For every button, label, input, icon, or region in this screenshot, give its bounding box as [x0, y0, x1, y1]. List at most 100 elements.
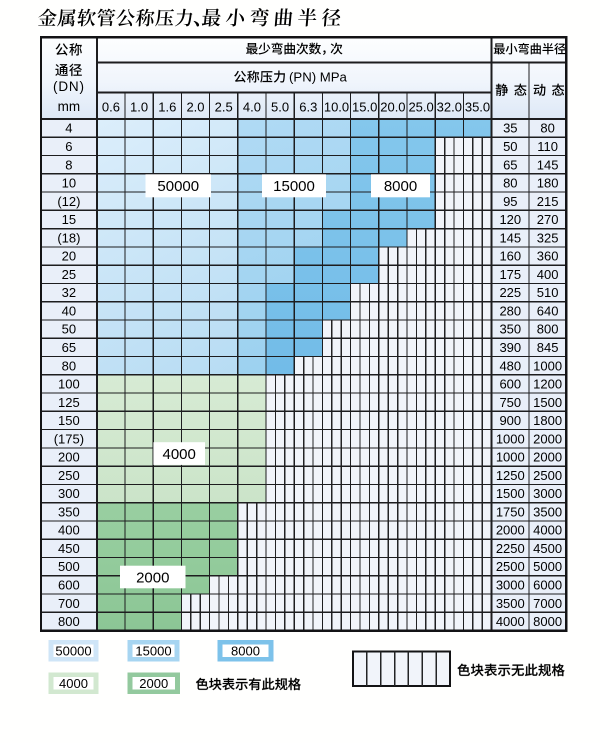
- svg-text:225: 225: [499, 285, 521, 300]
- svg-text:8000: 8000: [231, 643, 260, 658]
- svg-text:2500: 2500: [533, 468, 562, 483]
- svg-text:3000: 3000: [533, 486, 562, 501]
- svg-text:7000: 7000: [533, 596, 562, 611]
- svg-text:15000: 15000: [273, 178, 315, 195]
- svg-text:2000: 2000: [496, 523, 525, 538]
- svg-text:325: 325: [537, 230, 559, 245]
- svg-text:125: 125: [58, 395, 80, 410]
- svg-text:175: 175: [499, 267, 521, 282]
- svg-text:600: 600: [58, 578, 80, 593]
- svg-text:25: 25: [62, 267, 76, 282]
- svg-text:6: 6: [65, 139, 72, 154]
- svg-text:1000: 1000: [496, 450, 525, 465]
- svg-text:mm: mm: [58, 99, 81, 114]
- svg-text:32: 32: [62, 285, 76, 300]
- svg-text:4000: 4000: [533, 523, 562, 538]
- svg-text:600: 600: [499, 377, 521, 392]
- svg-text:800: 800: [537, 322, 559, 337]
- svg-text:640: 640: [537, 304, 559, 319]
- svg-text:390: 390: [499, 340, 521, 355]
- svg-text:10.0: 10.0: [324, 99, 349, 114]
- svg-text:65: 65: [62, 340, 76, 355]
- svg-text:65: 65: [503, 157, 517, 172]
- svg-text:3500: 3500: [496, 596, 525, 611]
- svg-text:270: 270: [537, 212, 559, 227]
- svg-text:(DN): (DN): [53, 79, 85, 94]
- svg-text:800: 800: [58, 614, 80, 629]
- svg-text:50000: 50000: [157, 178, 199, 195]
- svg-text:1000: 1000: [533, 358, 562, 373]
- svg-text:150: 150: [58, 413, 80, 428]
- svg-text:8: 8: [65, 157, 72, 172]
- svg-text:145: 145: [499, 230, 521, 245]
- svg-text:250: 250: [58, 468, 80, 483]
- svg-text:2250: 2250: [496, 541, 525, 556]
- svg-text:200: 200: [58, 450, 80, 465]
- svg-text:0.6: 0.6: [102, 99, 120, 114]
- svg-text:160: 160: [499, 249, 521, 264]
- svg-text:15000: 15000: [135, 643, 171, 658]
- svg-text:35.0: 35.0: [465, 99, 490, 114]
- svg-text:8000: 8000: [533, 614, 562, 629]
- svg-text:215: 215: [537, 194, 559, 209]
- svg-text:180: 180: [537, 176, 559, 191]
- svg-text:100: 100: [58, 377, 80, 392]
- svg-text:(PN) MPa: (PN) MPa: [289, 70, 348, 85]
- svg-text:845: 845: [537, 340, 559, 355]
- svg-text:2.0: 2.0: [186, 99, 204, 114]
- svg-text:450: 450: [58, 541, 80, 556]
- svg-text:400: 400: [58, 523, 80, 538]
- svg-text:4000: 4000: [163, 446, 196, 463]
- svg-text:4: 4: [65, 121, 72, 136]
- svg-text:300: 300: [58, 486, 80, 501]
- svg-text:2000: 2000: [136, 569, 169, 586]
- svg-text:(12): (12): [57, 194, 80, 209]
- svg-text:3500: 3500: [533, 504, 562, 519]
- svg-text:1500: 1500: [533, 395, 562, 410]
- svg-text:1200: 1200: [533, 377, 562, 392]
- svg-text:25.0: 25.0: [408, 99, 433, 114]
- svg-text:80: 80: [503, 176, 517, 191]
- svg-text:4.0: 4.0: [243, 99, 261, 114]
- svg-text:400: 400: [537, 267, 559, 282]
- svg-text:145: 145: [537, 157, 559, 172]
- svg-text:40: 40: [62, 304, 76, 319]
- svg-text:50: 50: [62, 322, 76, 337]
- svg-text:20: 20: [62, 249, 76, 264]
- svg-text:15.0: 15.0: [352, 99, 377, 114]
- svg-text:4000: 4000: [59, 676, 88, 691]
- svg-text:350: 350: [58, 504, 80, 519]
- svg-text:110: 110: [537, 139, 558, 154]
- svg-text:10: 10: [62, 176, 76, 191]
- svg-text:1800: 1800: [533, 413, 562, 428]
- svg-text:2500: 2500: [496, 559, 525, 574]
- svg-text:500: 500: [58, 559, 80, 574]
- svg-text:120: 120: [499, 212, 521, 227]
- svg-text:900: 900: [499, 413, 521, 428]
- svg-text:4000: 4000: [496, 614, 525, 629]
- svg-text:3000: 3000: [496, 578, 525, 593]
- svg-text:50000: 50000: [55, 643, 91, 658]
- svg-text:2000: 2000: [139, 676, 168, 691]
- svg-text:50: 50: [503, 139, 517, 154]
- svg-text:6.3: 6.3: [299, 99, 317, 114]
- svg-text:(18): (18): [57, 230, 80, 245]
- svg-text:1500: 1500: [496, 486, 525, 501]
- svg-text:(175): (175): [54, 431, 84, 446]
- svg-text:95: 95: [503, 194, 517, 209]
- svg-text:2000: 2000: [533, 431, 562, 446]
- svg-text:350: 350: [499, 322, 521, 337]
- svg-text:80: 80: [62, 358, 76, 373]
- svg-text:35: 35: [503, 121, 517, 136]
- svg-text:5000: 5000: [533, 559, 562, 574]
- svg-text:5.0: 5.0: [271, 99, 289, 114]
- svg-text:1.6: 1.6: [158, 99, 176, 114]
- svg-text:2000: 2000: [533, 450, 562, 465]
- svg-text:1750: 1750: [496, 504, 525, 519]
- svg-text:1250: 1250: [496, 468, 525, 483]
- svg-text:4500: 4500: [533, 541, 562, 556]
- svg-text:6000: 6000: [533, 578, 562, 593]
- svg-text:80: 80: [540, 121, 554, 136]
- svg-text:20.0: 20.0: [380, 99, 405, 114]
- svg-text:15: 15: [62, 212, 76, 227]
